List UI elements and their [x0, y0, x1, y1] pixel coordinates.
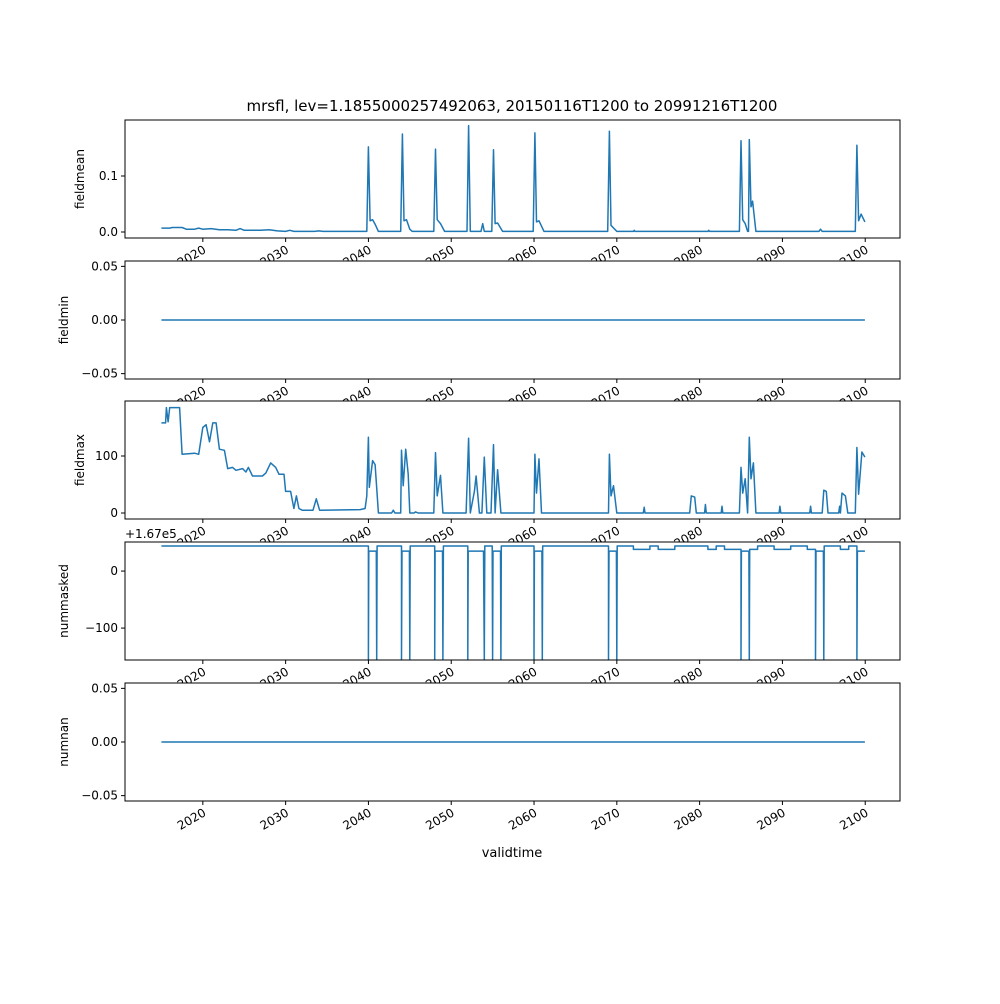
y-axis-label: fieldmin	[57, 296, 71, 345]
series-line-fieldmean	[161, 124, 866, 233]
y-tick-label: −0.05	[81, 367, 118, 381]
axes-frame	[124, 541, 901, 661]
y-tick-label: 0.00	[91, 313, 118, 327]
x-tick-label: 2030	[258, 805, 291, 832]
y-axis-label: numnan	[57, 717, 71, 766]
x-tick-label: 2090	[754, 805, 787, 832]
y-tick-label: −100	[85, 621, 118, 635]
chart-title: mrsfl, lev=1.1855000257492063, 20150116T…	[247, 97, 778, 115]
panel-numnan: −0.05 0.00 0.05 numnan 2020 2030 2040 2050 2060 2…	[57, 681, 901, 833]
x-tick-label: 2100	[837, 805, 870, 832]
y-tick-label: 100	[95, 449, 118, 463]
y-tick-label: 0.00	[91, 735, 118, 749]
y-axis-label: nummasked	[57, 564, 71, 638]
axes-frame	[124, 119, 901, 239]
x-tick-label: 2060	[506, 805, 539, 832]
axes-background	[125, 542, 900, 660]
y-tick-label: −0.05	[81, 789, 118, 803]
y-axis-label: fieldmean	[73, 149, 87, 209]
y-tick-label: 0.05	[91, 259, 118, 273]
y-tick-label: 0.0	[99, 225, 118, 239]
y-tick-label: 0	[110, 564, 118, 578]
x-tick-label: 2020	[175, 805, 208, 832]
y-offset-text: +1.67e5	[125, 527, 177, 541]
x-tick-label: 2040	[340, 805, 373, 832]
y-tick-label: 0	[110, 506, 118, 520]
axes-background	[125, 120, 900, 238]
y-axis-label: fieldmax	[73, 434, 87, 486]
y-tick-label: 0.1	[99, 169, 118, 183]
x-tick-label: 2080	[672, 805, 705, 832]
axes-frame	[124, 400, 901, 520]
series-line-fieldmax	[161, 406, 866, 514]
x-axis-label: validtime	[482, 846, 543, 861]
x-tick-label: 2070	[589, 805, 622, 832]
series-line-nummasked	[161, 545, 865, 661]
y-tick-label: 0.05	[91, 681, 118, 695]
x-tick-label: 2050	[423, 805, 456, 832]
axes-background	[125, 401, 900, 519]
